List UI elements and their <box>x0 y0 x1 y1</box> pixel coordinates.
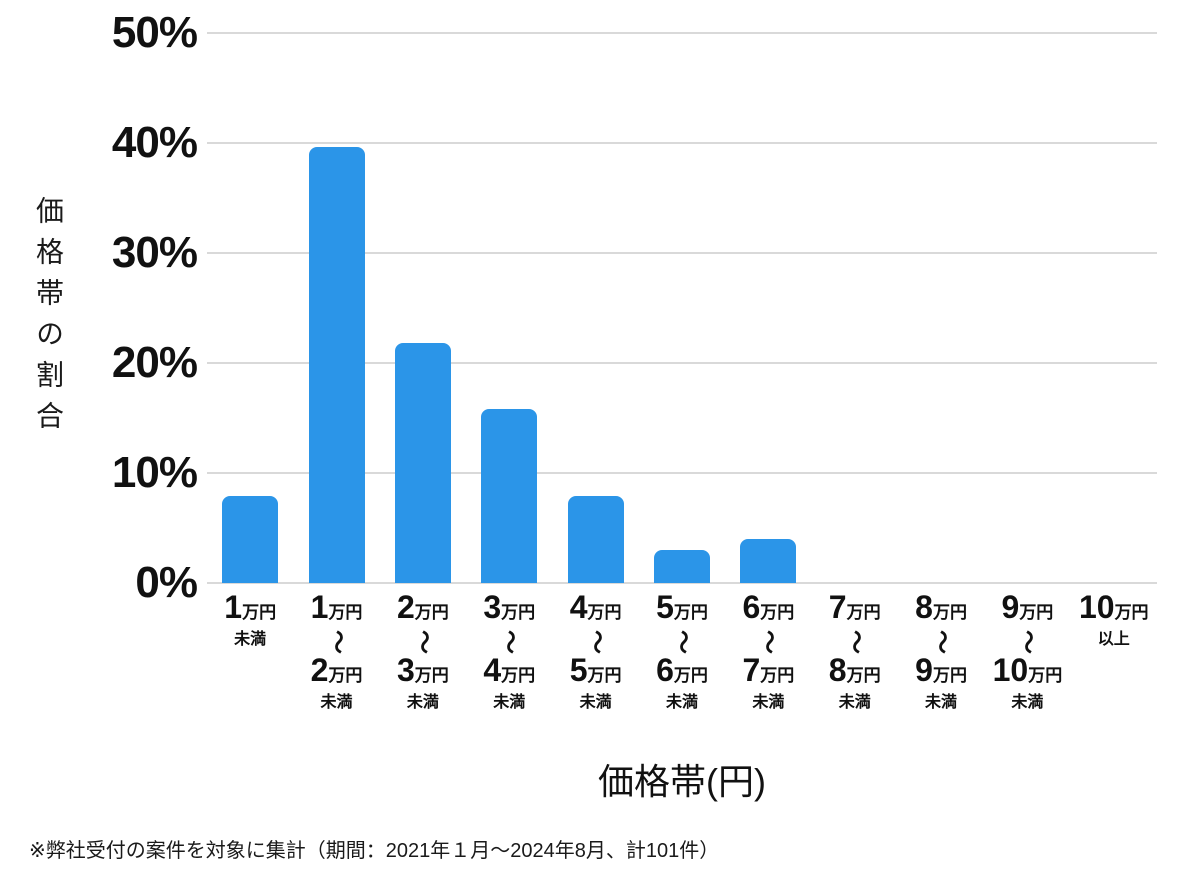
y-axis-title: 価格帯の割合 <box>33 196 64 442</box>
x-category-label: 7万円〜 8万円 未満 <box>828 589 881 712</box>
x-category-label: 3万円〜 4万円 未満 <box>483 589 536 712</box>
wave-dash: 〜 <box>409 630 437 654</box>
bar-5 <box>567 496 624 583</box>
x-category-label: 5万円〜 6万円 未満 <box>656 589 708 712</box>
bar-1 <box>222 496 279 583</box>
x-axis-title: 価格帯(円) <box>598 761 766 802</box>
footnote: ※弊社受付の案件を対象に集計（期間：2021年１月～2024年8月、計101件） <box>29 840 720 862</box>
x-category-label: 2万円〜 3万円 未満 <box>397 589 449 712</box>
x-category-label: 10万円 以上 <box>1078 589 1149 649</box>
gridline <box>207 32 1157 34</box>
wave-dash: 〜 <box>841 630 869 654</box>
x-category-label: 8万円〜 9万円 未満 <box>915 589 967 712</box>
y-tick-label: 40% <box>111 118 198 167</box>
x-category-label: 9万円〜 10万円 未満 <box>992 589 1063 712</box>
x-category-label: 1万円〜 2万円 未満 <box>310 589 363 712</box>
wave-dash: 〜 <box>496 630 524 654</box>
y-tick-label: 30% <box>111 228 198 277</box>
bar-4 <box>481 409 538 583</box>
wave-dash: 〜 <box>755 630 783 654</box>
bar-6 <box>654 550 710 583</box>
x-category-label: 6万円〜 7万円 未満 <box>742 589 795 712</box>
y-tick-label: 50% <box>111 8 198 57</box>
wave-dash: 〜 <box>668 630 696 654</box>
x-category-label: 4万円〜 5万円 未満 <box>569 589 622 712</box>
wave-dash: 〜 <box>1014 630 1042 654</box>
gridline <box>207 142 1157 144</box>
x-category-label: 1万円 未満 <box>224 589 277 649</box>
gridline <box>207 582 1157 584</box>
wave-dash: 〜 <box>323 630 351 654</box>
y-tick-label: 0% <box>135 558 198 607</box>
y-tick-label: 10% <box>111 448 198 497</box>
bar-2 <box>308 147 365 583</box>
gridline <box>207 252 1157 254</box>
y-tick-label: 20% <box>111 338 198 387</box>
plot-area <box>207 32 1157 584</box>
wave-dash: 〜 <box>582 630 610 654</box>
y-axis-tick-labels: 0% 10% 20% 30% 40% 50% <box>0 0 198 874</box>
gridline <box>207 362 1157 364</box>
wave-dash: 〜 <box>928 630 956 654</box>
bar-3 <box>394 343 451 583</box>
gridline <box>207 472 1157 474</box>
x-axis-category-labels: 1万円 未満 1万円〜 2万円 未満 2万円〜 3万円 未満 3万円〜 4万円 未満 4万円〜 5万円未… <box>207 591 1157 713</box>
bar-7 <box>740 539 797 583</box>
